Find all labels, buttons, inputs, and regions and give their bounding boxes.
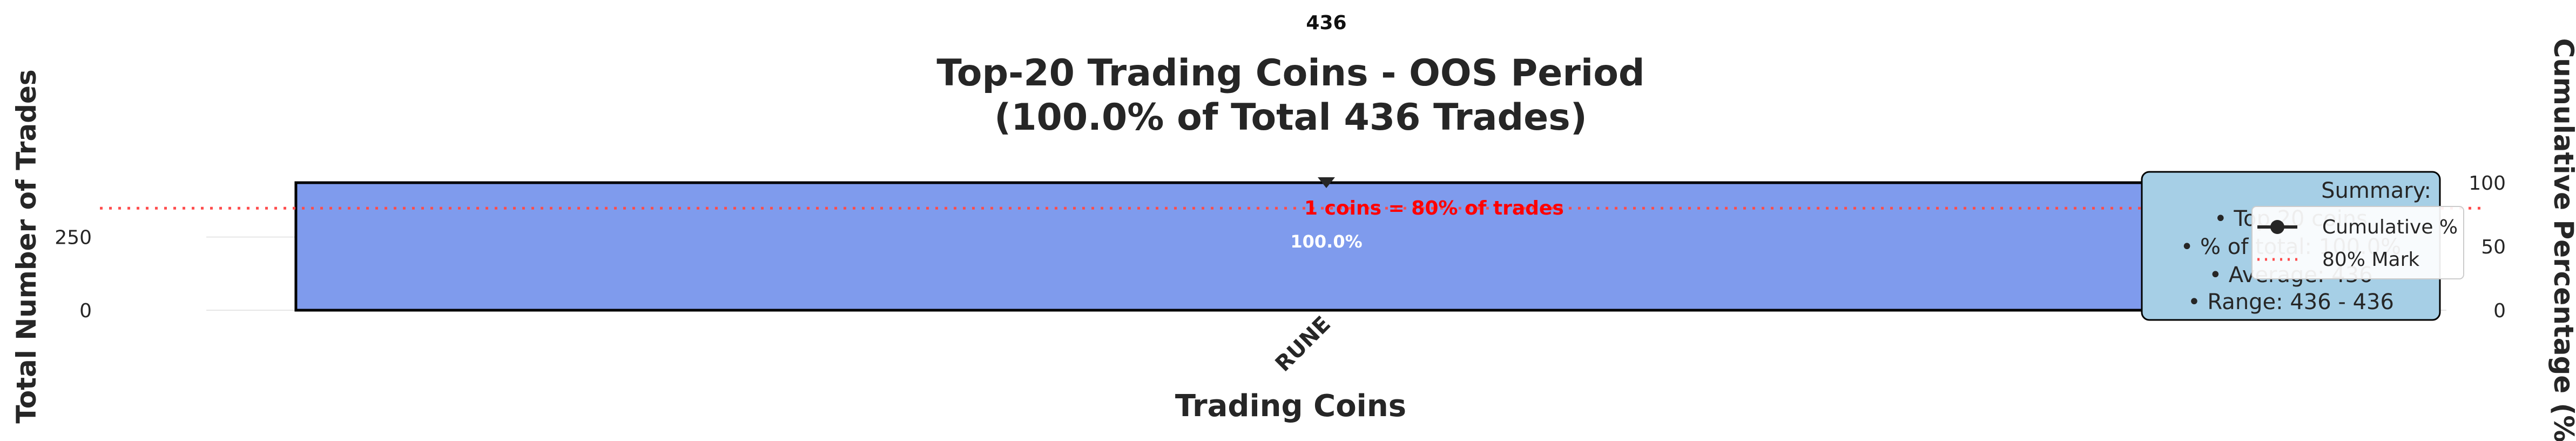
- chart-subtitle: (100.0% of Total 436 Trades): [994, 96, 1587, 139]
- y-tick-label: 250: [55, 227, 92, 249]
- y-tick-label: 0: [79, 300, 92, 322]
- bars: [294, 181, 2358, 312]
- x-axis-label: Trading Coins: [1175, 389, 1406, 424]
- x-tick-label: RUNE: [1271, 312, 1336, 377]
- legend-cumulative-marker: [2270, 220, 2284, 234]
- legend-box: [2251, 206, 2464, 279]
- y2-tick-label: 100: [2469, 172, 2506, 195]
- y2-tick-label: 50: [2481, 236, 2506, 258]
- cumulative-marker: [1318, 177, 1335, 188]
- chart-title: Top-20 Trading Coins - OOS Period: [936, 52, 1644, 95]
- summary-title: Summary:: [2321, 178, 2431, 203]
- legend-label: Cumulative %: [2322, 216, 2458, 238]
- legend: Cumulative % 80% Mark: [2251, 206, 2464, 279]
- legend-label: 80% Mark: [2322, 249, 2419, 271]
- y2-axis-label: Cumulative Percentage (%): [2548, 38, 2576, 441]
- bar-pct-label: 100.0%: [1290, 231, 1362, 252]
- lines: [100, 177, 2484, 210]
- summary-line: • Range: 436 - 436: [2188, 290, 2394, 315]
- bar-value-label: 436: [1306, 12, 1346, 34]
- bar-rune: [294, 181, 2358, 312]
- y2-tick-label: 0: [2493, 300, 2506, 322]
- y-axis-label: Total Number of Trades: [11, 69, 42, 423]
- eighty-percent-annotation: 1 coins = 80% of trades: [1304, 197, 1564, 219]
